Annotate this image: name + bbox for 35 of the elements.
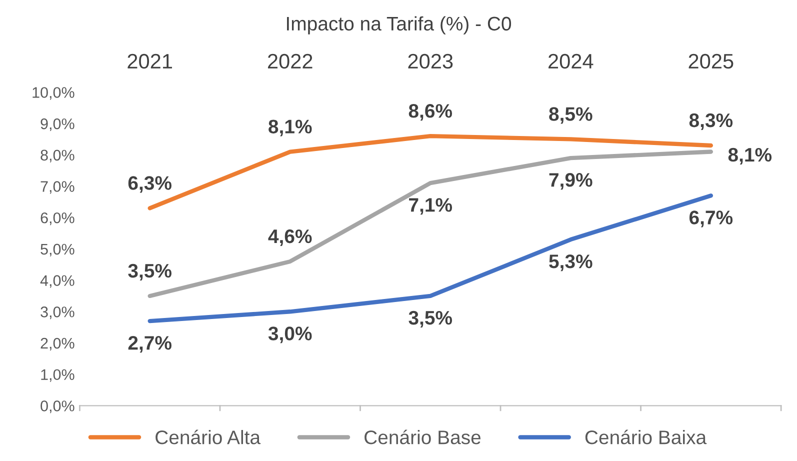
data-label: 3,0% xyxy=(268,326,312,344)
y-tick-label: 4,0% xyxy=(40,275,74,288)
legend-label: Cenário Base xyxy=(364,430,481,444)
y-tick-label: 2,0% xyxy=(40,338,74,350)
data-label: 8,5% xyxy=(549,107,592,124)
data-label: 8,1% xyxy=(728,148,772,164)
x-tick-label: 2021 xyxy=(128,54,172,69)
data-label: 3,5% xyxy=(128,264,172,280)
legend-label: Cenário Baixa xyxy=(585,430,707,444)
y-tick-label: 10,0% xyxy=(32,87,74,100)
x-tick-label: 2023 xyxy=(408,54,453,69)
data-label: 4,6% xyxy=(268,229,312,246)
data-label: 6,3% xyxy=(128,176,172,193)
data-label: 6,7% xyxy=(689,210,733,228)
x-tick-label: 2025 xyxy=(688,54,734,69)
data-label: 7,9% xyxy=(549,172,592,190)
data-label: 8,6% xyxy=(408,104,452,121)
y-tick-label: 6,0% xyxy=(40,212,74,226)
data-label: 2,7% xyxy=(128,336,172,353)
data-label: 7,1% xyxy=(409,198,452,215)
data-label: 8,1% xyxy=(268,120,312,136)
x-tick-label: 2024 xyxy=(548,54,594,69)
y-tick-label: 9,0% xyxy=(40,118,74,132)
legend-label: Cenário Alta xyxy=(156,430,261,444)
y-tick-label: 3,0% xyxy=(40,306,74,320)
y-tick-label: 0,0% xyxy=(40,400,74,414)
y-tick-label: 5,0% xyxy=(40,244,74,256)
data-label: 5,3% xyxy=(549,254,592,272)
data-label: 8,3% xyxy=(689,113,733,130)
y-tick-label: 8,0% xyxy=(40,150,74,162)
chart-title: Impacto na Tarifa (%) - C0 xyxy=(287,16,512,34)
x-tick-label: 2022 xyxy=(268,54,312,69)
data-label: 3,5% xyxy=(408,310,452,328)
y-tick-label: 7,0% xyxy=(40,181,74,194)
y-tick-label: 1,0% xyxy=(41,369,74,382)
